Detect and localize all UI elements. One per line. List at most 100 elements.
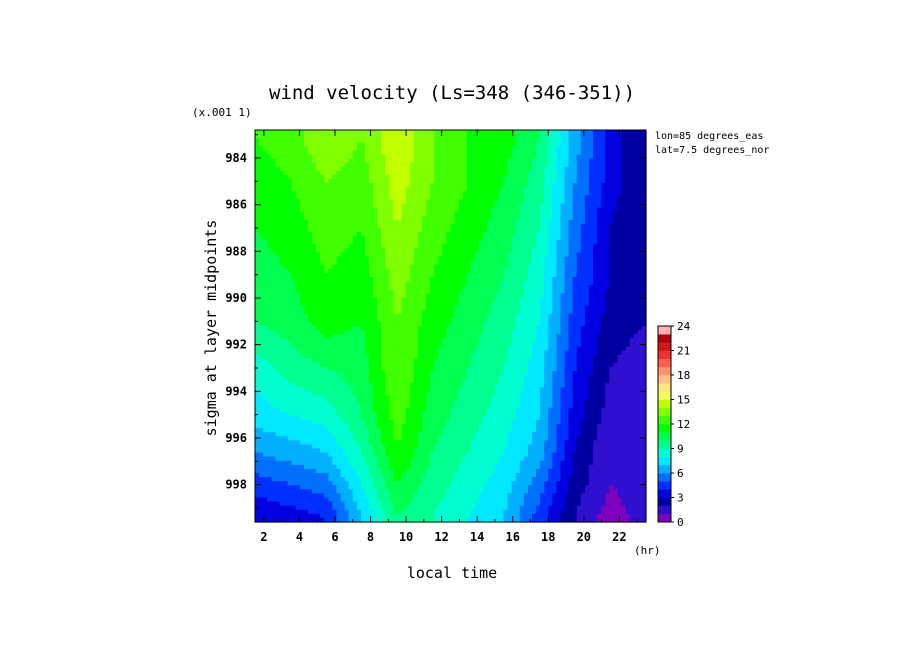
heatmap-cell — [491, 260, 496, 266]
heatmap-cell — [287, 321, 293, 327]
heatmap-cell — [295, 338, 301, 343]
heatmap-cell — [344, 174, 350, 180]
heatmap-cell — [531, 191, 537, 196]
heatmap-cell — [633, 252, 639, 258]
heatmap-cell — [540, 183, 545, 188]
heatmap-cell — [568, 330, 574, 335]
heatmap-cell — [340, 260, 346, 266]
heatmap-cell — [373, 256, 378, 262]
heatmap-cell — [389, 183, 395, 188]
heatmap-cell — [466, 138, 472, 143]
heatmap-cell — [637, 195, 643, 201]
heatmap-cell — [609, 187, 615, 192]
heatmap-cell — [385, 334, 390, 339]
heatmap-cell — [568, 256, 574, 262]
heatmap-cell — [401, 330, 407, 335]
heatmap-cell — [511, 162, 517, 168]
heatmap-cell — [548, 183, 553, 188]
heatmap-cell — [560, 207, 566, 213]
heatmap-cell — [446, 268, 452, 274]
heatmap-cell — [312, 223, 317, 229]
heatmap-cell — [328, 297, 333, 303]
heatmap-cell — [527, 317, 533, 323]
heatmap-cell — [491, 166, 496, 172]
heatmap-cell — [625, 174, 631, 180]
heatmap-cell — [552, 174, 557, 180]
heatmap-cell — [287, 211, 293, 217]
heatmap-cell — [633, 199, 639, 205]
heatmap-cell — [409, 313, 415, 319]
heatmap-cell — [466, 183, 472, 188]
heatmap-cell — [515, 142, 521, 147]
heatmap-cell — [466, 321, 472, 327]
heatmap-cell — [499, 195, 505, 201]
heatmap-cell — [401, 207, 407, 213]
heatmap-cell — [312, 162, 317, 168]
heatmap-cell — [389, 244, 395, 250]
heatmap-cell — [360, 236, 366, 241]
heatmap-cell — [483, 211, 488, 217]
heatmap-cell — [621, 297, 627, 303]
heatmap-cell — [373, 244, 378, 250]
heatmap-cell — [548, 248, 553, 254]
heatmap-cell — [381, 142, 386, 147]
heatmap-cell — [389, 170, 395, 176]
heatmap-cell — [544, 277, 549, 282]
heatmap-cell — [531, 321, 537, 327]
heatmap-cell — [576, 264, 582, 270]
heatmap-cell — [397, 215, 403, 221]
heatmap-cell — [458, 285, 464, 290]
heatmap-cell — [572, 191, 578, 196]
heatmap-cell — [487, 195, 492, 201]
heatmap-cell — [291, 277, 297, 282]
heatmap-cell — [609, 138, 615, 143]
heatmap-cell — [641, 179, 647, 184]
heatmap-cell — [340, 191, 346, 196]
heatmap-cell — [458, 260, 464, 266]
heatmap-cell — [307, 215, 313, 221]
heatmap-cell — [568, 281, 574, 286]
heatmap-cell — [540, 297, 545, 303]
heatmap-cell — [605, 260, 610, 266]
heatmap-cell — [324, 179, 329, 184]
heatmap-cell — [641, 236, 647, 241]
heatmap-cell — [466, 130, 472, 135]
heatmap-cell — [511, 187, 517, 192]
heatmap-cell — [364, 154, 370, 160]
heatmap-cell — [303, 240, 309, 245]
heatmap-cell — [413, 223, 419, 229]
heatmap-cell — [503, 277, 509, 282]
heatmap-cell — [405, 281, 411, 286]
heatmap-cell — [540, 170, 545, 176]
heatmap-cell — [409, 256, 415, 262]
heatmap-cell — [385, 170, 390, 176]
heatmap-cell — [609, 244, 615, 250]
heatmap-cell — [629, 326, 635, 331]
heatmap-cell — [255, 203, 260, 209]
heatmap-cell — [356, 199, 362, 205]
heatmap-cell — [568, 150, 574, 156]
heatmap-cell — [356, 305, 362, 311]
heatmap-cell — [324, 330, 329, 335]
heatmap-cell — [434, 264, 439, 270]
heatmap-cell — [348, 195, 354, 201]
heatmap-cell — [263, 281, 268, 286]
heatmap-cell — [344, 183, 350, 188]
heatmap-cell — [332, 305, 338, 311]
heatmap-cell — [544, 321, 549, 327]
heatmap-cell — [360, 334, 366, 339]
heatmap-cell — [275, 215, 281, 221]
heatmap-cell — [544, 215, 549, 221]
heatmap-cell — [576, 219, 582, 225]
heatmap-cell — [417, 277, 423, 282]
heatmap-cell — [369, 272, 374, 278]
heatmap-cell — [450, 195, 456, 201]
heatmap-cell — [588, 162, 594, 168]
heatmap-cell — [613, 211, 619, 217]
heatmap-cell — [417, 285, 423, 290]
heatmap-cell — [303, 285, 309, 290]
heatmap-cell — [446, 260, 452, 266]
heatmap-cell — [499, 248, 505, 254]
heatmap-cell — [377, 338, 382, 343]
heatmap-cell — [641, 256, 647, 262]
